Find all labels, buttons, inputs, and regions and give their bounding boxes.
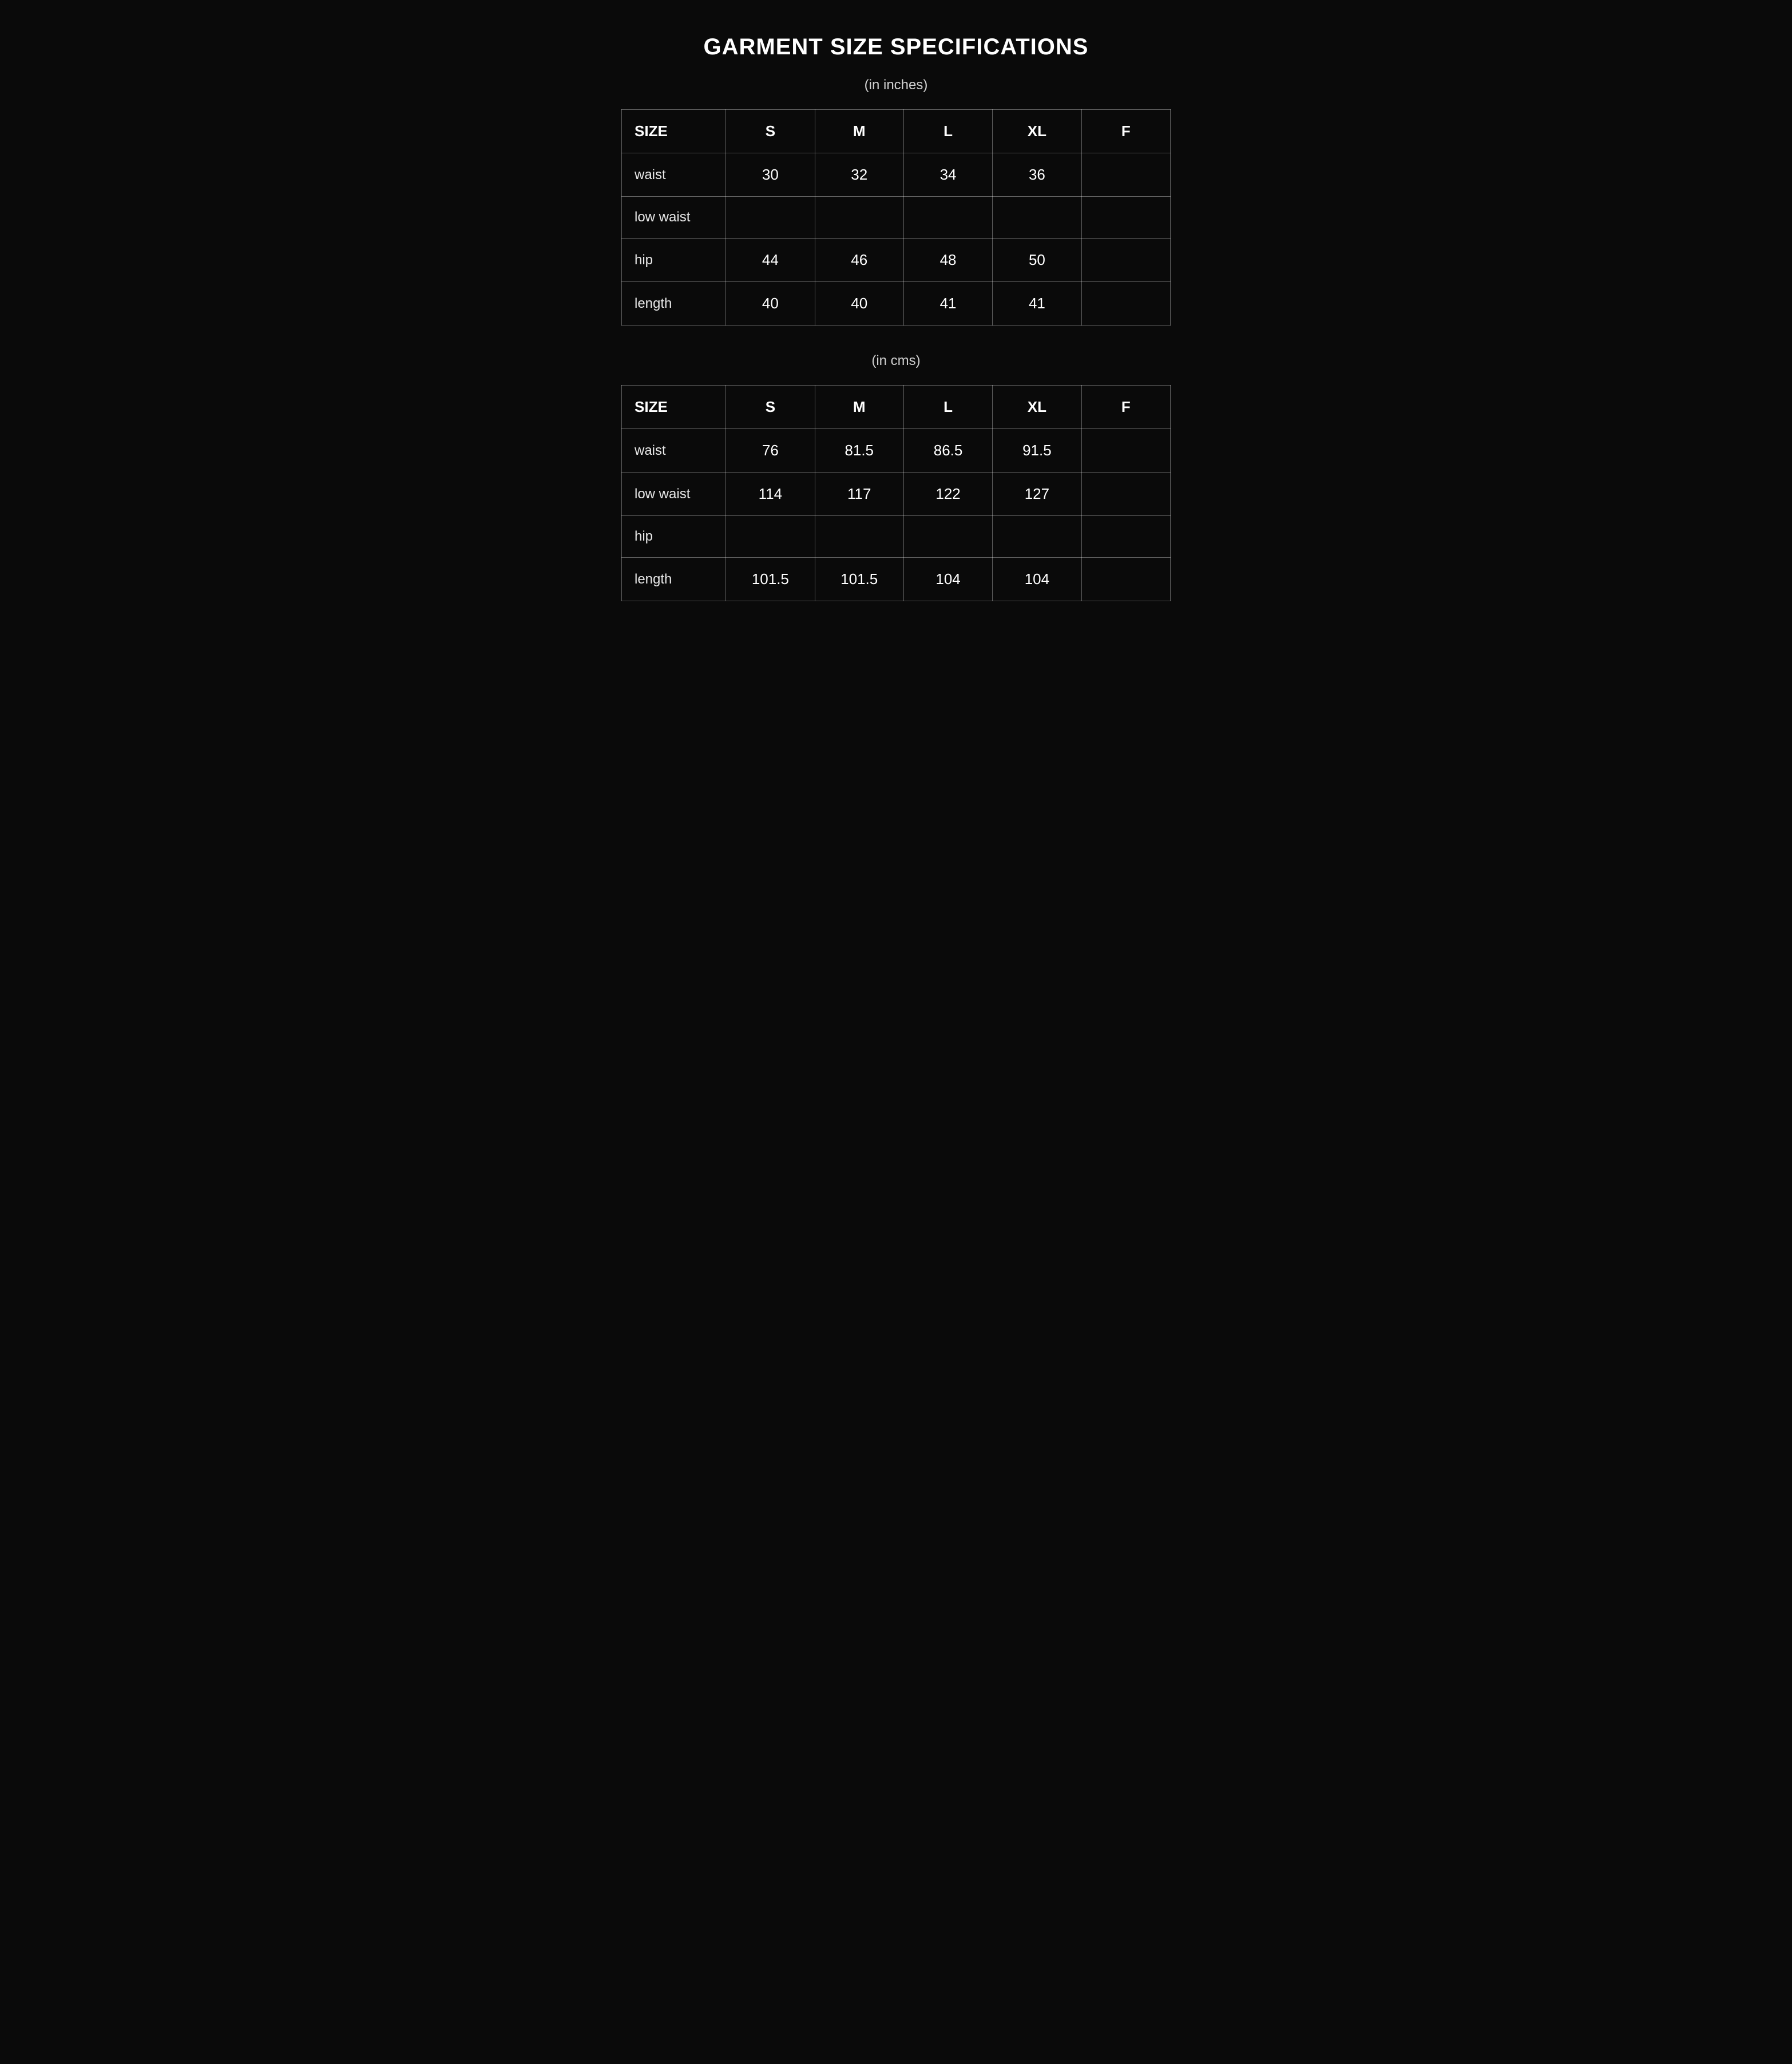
table-row: length 101.5 101.5 104 104 (622, 558, 1171, 601)
cell-value: 91.5 (993, 429, 1081, 473)
table-row: waist 30 32 34 36 (622, 153, 1171, 197)
cell-value (903, 197, 992, 239)
row-label-hip: hip (622, 516, 726, 558)
cell-value (815, 197, 903, 239)
cell-value: 40 (726, 282, 815, 326)
cell-value: 40 (815, 282, 903, 326)
row-label-hip: hip (622, 239, 726, 282)
table-row: length 40 40 41 41 (622, 282, 1171, 326)
column-header-size: SIZE (622, 386, 726, 429)
table-row: low waist 114 117 122 127 (622, 473, 1171, 516)
table-header-row: SIZE S M L XL F (622, 110, 1171, 153)
cell-value (1081, 429, 1170, 473)
cell-value: 114 (726, 473, 815, 516)
column-header-m: M (815, 386, 903, 429)
cell-value (1081, 558, 1170, 601)
column-header-s: S (726, 110, 815, 153)
cell-value (993, 197, 1081, 239)
cell-value (815, 516, 903, 558)
cell-value: 122 (903, 473, 992, 516)
cell-value: 48 (903, 239, 992, 282)
table-row: hip 44 46 48 50 (622, 239, 1171, 282)
row-label-low-waist: low waist (622, 197, 726, 239)
size-table-cms: SIZE S M L XL F waist 76 81.5 86.5 91.5 … (621, 385, 1171, 601)
cell-value: 41 (903, 282, 992, 326)
column-header-l: L (903, 386, 992, 429)
cell-value: 76 (726, 429, 815, 473)
column-header-l: L (903, 110, 992, 153)
column-header-s: S (726, 386, 815, 429)
cell-value: 104 (903, 558, 992, 601)
cell-value: 86.5 (903, 429, 992, 473)
cell-value (726, 516, 815, 558)
column-header-m: M (815, 110, 903, 153)
unit-label-cms: (in cms) (871, 353, 920, 369)
cell-value: 36 (993, 153, 1081, 197)
table-header-row: SIZE S M L XL F (622, 386, 1171, 429)
cell-value: 101.5 (726, 558, 815, 601)
cell-value (726, 197, 815, 239)
cell-value: 127 (993, 473, 1081, 516)
cell-value: 101.5 (815, 558, 903, 601)
table-row: hip (622, 516, 1171, 558)
cell-value (1081, 282, 1170, 326)
cell-value (1081, 197, 1170, 239)
table-row: low waist (622, 197, 1171, 239)
cell-value: 44 (726, 239, 815, 282)
row-label-waist: waist (622, 153, 726, 197)
column-header-f: F (1081, 110, 1170, 153)
unit-label-inches: (in inches) (865, 77, 928, 93)
cell-value: 81.5 (815, 429, 903, 473)
cell-value (1081, 153, 1170, 197)
cell-value: 104 (993, 558, 1081, 601)
cell-value (1081, 516, 1170, 558)
cell-value: 117 (815, 473, 903, 516)
row-label-length: length (622, 558, 726, 601)
cell-value: 50 (993, 239, 1081, 282)
size-table-inches: SIZE S M L XL F waist 30 32 34 36 low wa… (621, 109, 1171, 326)
cell-value: 32 (815, 153, 903, 197)
column-header-xl: XL (993, 386, 1081, 429)
column-header-f: F (1081, 386, 1170, 429)
page-root: GARMENT SIZE SPECIFICATIONS (in inches) … (0, 0, 1792, 2064)
page-title: GARMENT SIZE SPECIFICATIONS (704, 34, 1089, 60)
column-header-size: SIZE (622, 110, 726, 153)
row-label-waist: waist (622, 429, 726, 473)
cell-value (1081, 473, 1170, 516)
cell-value (1081, 239, 1170, 282)
cell-value (903, 516, 992, 558)
cell-value: 34 (903, 153, 992, 197)
cell-value: 30 (726, 153, 815, 197)
cell-value: 46 (815, 239, 903, 282)
row-label-low-waist: low waist (622, 473, 726, 516)
row-label-length: length (622, 282, 726, 326)
cell-value (993, 516, 1081, 558)
column-header-xl: XL (993, 110, 1081, 153)
table-row: waist 76 81.5 86.5 91.5 (622, 429, 1171, 473)
cell-value: 41 (993, 282, 1081, 326)
